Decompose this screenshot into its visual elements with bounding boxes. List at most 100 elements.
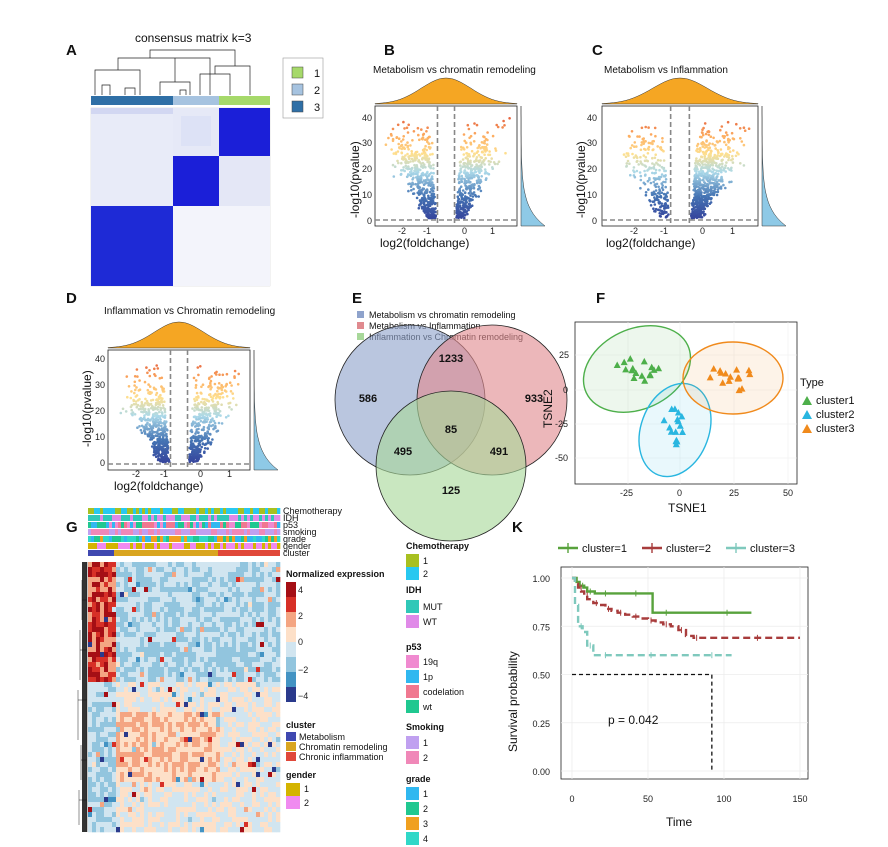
annotation-cell xyxy=(178,529,182,535)
volcano-point xyxy=(407,155,410,158)
volcano-point xyxy=(145,366,148,369)
annotation-cell xyxy=(181,508,185,514)
volcano-point xyxy=(406,141,409,144)
tsne-xtick-2: 0 xyxy=(677,488,682,498)
heatmap-cell xyxy=(176,577,181,583)
volcano-point xyxy=(409,160,412,163)
volcano-point xyxy=(202,425,206,429)
volcano-point xyxy=(422,183,426,186)
annotation-cell xyxy=(208,508,212,514)
volcano-point xyxy=(406,144,410,148)
heatmap-cell xyxy=(172,572,177,578)
volcano-point xyxy=(476,146,480,150)
heatmap-cell xyxy=(144,617,149,623)
volcano-point xyxy=(401,157,404,160)
heatmap-cell xyxy=(268,577,273,583)
heatmap-cell xyxy=(268,607,273,613)
volcano-point xyxy=(197,402,200,405)
heatmap-cell xyxy=(180,682,185,688)
heatmap-cell xyxy=(172,562,177,568)
heatmap-cell xyxy=(260,657,265,663)
volcano-point xyxy=(665,206,668,209)
heatmap-cell xyxy=(276,587,281,593)
heatmap-cell xyxy=(244,637,249,643)
heatmap-cell xyxy=(240,702,245,708)
annotation-cell xyxy=(226,522,230,528)
heatmap-cell xyxy=(104,642,109,648)
heatmap-cell xyxy=(260,562,265,568)
heatmap-cell xyxy=(156,622,161,628)
heatmap-cell xyxy=(128,697,133,703)
volcano-point xyxy=(129,396,133,400)
volcano-point xyxy=(138,397,141,401)
volcano-point xyxy=(161,460,165,464)
heatmap-cell xyxy=(136,587,141,593)
volcano-point xyxy=(421,196,424,200)
heatmap-cell xyxy=(204,677,209,683)
volcano-point xyxy=(708,155,712,158)
annotation-cell xyxy=(160,515,164,521)
heatmap-cell xyxy=(228,562,233,568)
heatmap-cell xyxy=(176,602,181,608)
heatmap-cell xyxy=(216,587,221,593)
heatmap-cell xyxy=(100,567,105,573)
heatmap-cell xyxy=(112,592,117,598)
volcano-point xyxy=(466,164,469,168)
annotation-cell xyxy=(115,529,119,535)
heatmap-cell xyxy=(88,567,93,573)
heatmap-cell xyxy=(148,562,153,568)
volcano-point xyxy=(704,132,708,136)
panel-c-xtick-4: 1 xyxy=(730,226,735,236)
heatmap-cell xyxy=(272,702,277,708)
heatmap-cell xyxy=(104,727,109,733)
heatmap-cell xyxy=(96,707,101,713)
volcano-point xyxy=(146,421,149,425)
volcano-point xyxy=(151,406,154,410)
volcano-point xyxy=(484,137,488,141)
heatmap-cell xyxy=(236,717,241,723)
volcano-point xyxy=(145,425,148,429)
annotation-cell xyxy=(256,515,260,521)
volcano-point xyxy=(425,148,429,152)
volcano-point xyxy=(214,426,217,430)
heatmap-cell xyxy=(88,597,93,603)
heatmap-cell xyxy=(144,737,149,743)
volcano-point xyxy=(468,155,472,158)
annotation-cell xyxy=(202,543,206,549)
annotation-cell xyxy=(217,536,221,542)
heatmap-cell xyxy=(260,572,265,578)
volcano-point xyxy=(699,192,703,195)
volcano-point xyxy=(192,376,196,380)
heatmap-cell xyxy=(108,562,113,568)
heatmap-cell xyxy=(124,642,129,648)
heatmap-cell xyxy=(240,657,245,663)
volcano-point xyxy=(390,148,393,151)
volcano-point xyxy=(747,127,751,130)
volcano-point xyxy=(466,154,469,158)
heatmap-cell xyxy=(160,667,165,673)
annotation-cell xyxy=(229,529,233,535)
volcano-point xyxy=(161,440,165,444)
heatmap-cell xyxy=(232,682,237,688)
heatmap-cell xyxy=(252,707,257,713)
heatmap-cell xyxy=(276,717,281,723)
heatmap-cell xyxy=(148,727,153,733)
heatmap-cell xyxy=(228,642,233,648)
heatmap-cell xyxy=(88,602,93,608)
heatmap-cell xyxy=(168,582,173,588)
annotation-cell xyxy=(97,529,101,535)
heatmap-cell xyxy=(188,567,193,573)
heatmap-cell xyxy=(124,592,129,598)
annotation-cell xyxy=(199,529,203,535)
heatmap-cell xyxy=(160,572,165,578)
heatmap-cell xyxy=(132,612,137,618)
tsne-xtick-1: -25 xyxy=(620,488,633,498)
heatmap-cell xyxy=(252,562,257,568)
heatmap-cell xyxy=(196,587,201,593)
volcano-point xyxy=(742,143,746,147)
annotation-cell xyxy=(190,508,194,514)
volcano-point xyxy=(707,133,711,137)
heatmap-cell xyxy=(132,562,137,568)
heatmap-cell xyxy=(256,692,261,698)
annotation-cell xyxy=(100,515,104,521)
